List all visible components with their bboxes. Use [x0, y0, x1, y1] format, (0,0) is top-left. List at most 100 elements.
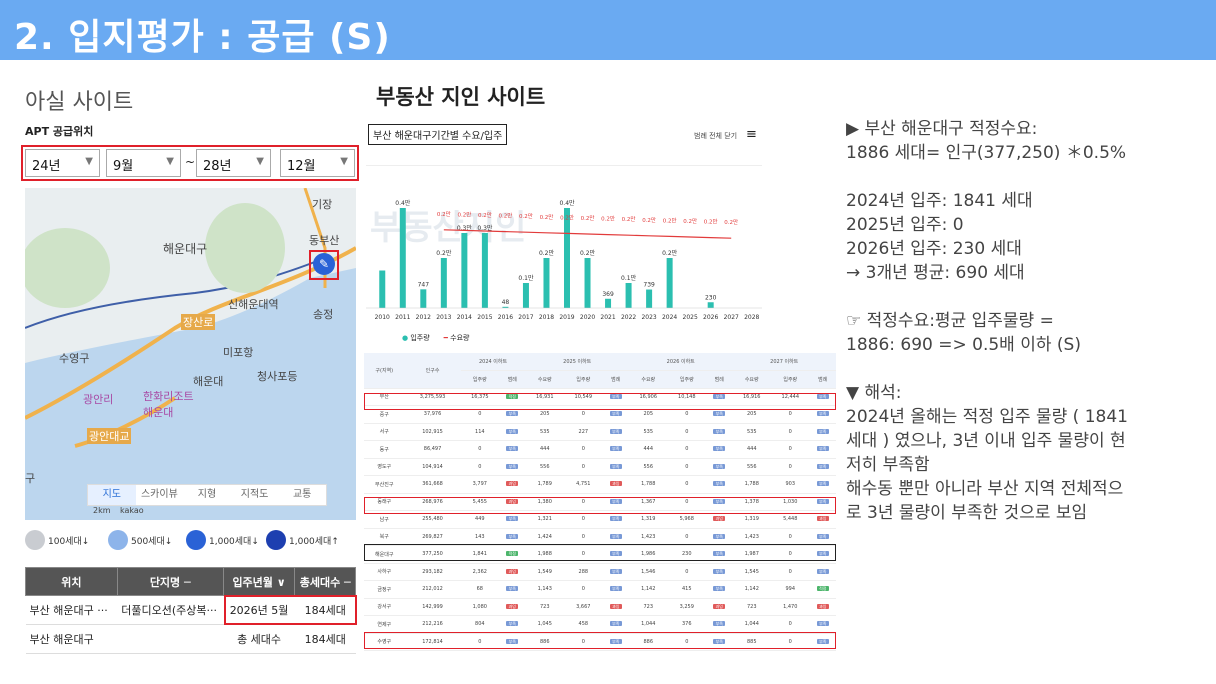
bar [399, 208, 406, 308]
cell [117, 624, 224, 654]
status-badge: 부족 [602, 440, 629, 459]
tab-skyview[interactable]: 스카이뷰 [140, 489, 178, 500]
cell: 부산 [364, 388, 405, 406]
from-month-select[interactable]: 9월 ▼ [106, 149, 181, 177]
bar-label: 747 [418, 281, 430, 288]
chart-title: 부산 해운대구기간별 수요/입주 [368, 124, 508, 145]
dongnae-highlight-box [364, 497, 836, 514]
tab-traffic[interactable]: 교통 [292, 489, 312, 500]
cell: 0 [564, 580, 603, 599]
cell: 0 [771, 615, 810, 634]
cell: 230 [667, 545, 707, 564]
cell: 1,470 [771, 598, 810, 616]
cell: 415 [667, 580, 707, 599]
from-year-select[interactable]: 24년 ▼ [25, 149, 100, 177]
status-badge: 과잉 [706, 510, 733, 529]
cell: 0 [667, 528, 707, 546]
cell: 16,906 [628, 388, 668, 406]
cell: 212,012 [404, 580, 461, 599]
cell: 10,148 [667, 388, 707, 406]
cell: 1,841 [460, 545, 500, 564]
cell: 903 [771, 475, 810, 494]
cell: 444 [732, 440, 771, 459]
map-view[interactable]: 해운대구 신해운대역 장산로 송정 미포항 수영구 해운대 청사포등 한화리조트… [25, 188, 356, 520]
col-location[interactable]: 위치 [25, 567, 118, 596]
cell: 535 [732, 423, 771, 441]
cell: 886 [525, 633, 565, 651]
legend-toggle-link[interactable]: 범례 전체 닫기 [694, 132, 738, 140]
bar [584, 258, 591, 308]
col-units[interactable]: 총세대수 ─ [294, 567, 356, 596]
line-label: 0.2만 [581, 214, 595, 222]
cell: 1,545 [732, 563, 771, 581]
cell: 255,480 [404, 510, 461, 529]
status-badge: 부족 [499, 423, 526, 441]
x-tick: 2027 [724, 314, 739, 321]
cell: 3,667 [564, 598, 603, 616]
tab-map[interactable]: 지도 [88, 485, 136, 505]
status-badge: 부족 [499, 440, 526, 459]
cell: 143 [460, 528, 500, 546]
cell: 0 [564, 440, 603, 459]
cell: 227 [564, 423, 603, 441]
cell: 2026년 5월 [223, 595, 295, 625]
cell: 더풀디오션(주상복··· [117, 595, 224, 625]
header-cell: 2024 이하트 [460, 353, 526, 371]
status-badge: 부족 [602, 633, 629, 651]
status-badge: 부족 [499, 633, 526, 651]
status-badge: 부족 [809, 475, 836, 494]
table-row: 금정구 212,012 68 부족 1,143 0 부족 1,142 415 부족 1,142 994… [364, 580, 836, 599]
cell: 1,549 [525, 563, 565, 581]
cell: 금정구 [364, 580, 405, 599]
cell: 1,142 [628, 580, 668, 599]
bar-label: 0.2만 [662, 249, 678, 257]
cell: 0 [771, 423, 810, 441]
cell: 1,319 [628, 510, 668, 529]
legend-1000-below: 1,000세대↓ [186, 530, 259, 550]
cell: 0 [771, 458, 810, 476]
bar-label: 739 [643, 282, 655, 289]
cell: 212,216 [404, 615, 461, 634]
cell: 부산 해운대구 ··· [25, 595, 118, 625]
cell: 68 [460, 580, 500, 599]
bar-label: 0.4만 [395, 199, 411, 207]
table-row[interactable]: 부산 해운대구 ··· 더풀디오션(주상복··· 2026년 5월 184세대 [25, 595, 356, 625]
cell: 804 [460, 615, 500, 634]
line-label: 0.2만 [642, 216, 656, 224]
status-badge: 적정 [809, 580, 836, 599]
row-highlight-box [224, 595, 357, 625]
location-pin-icon[interactable]: ✎ [313, 253, 335, 275]
table-row: 강서구 142,999 1,080 과잉 723 3,667 과잉 723 3,259 과잉 723… [364, 598, 836, 616]
to-year-select[interactable]: 28년 ▼ [196, 149, 271, 177]
cell: 1,142 [732, 580, 771, 599]
status-badge: 부족 [809, 440, 836, 459]
dot-icon: ● [402, 334, 409, 342]
status-badge: 부족 [706, 633, 733, 651]
cell: 535 [525, 423, 565, 441]
map-label: 기장 [312, 198, 333, 211]
header-cell: 범례 [809, 370, 836, 389]
cell: 북구 [364, 528, 405, 546]
bar [502, 306, 509, 308]
line-icon: ━ [443, 334, 448, 342]
tab-cadastral[interactable]: 지적도 [240, 489, 269, 500]
bar-label: 369 [602, 291, 614, 298]
cell: 0 [667, 563, 707, 581]
status-badge: 부족 [809, 458, 836, 476]
tab-terrain[interactable]: 지형 [197, 489, 217, 500]
menu-icon[interactable]: ≡ [746, 127, 757, 142]
header-cell: 입주량 [564, 370, 603, 389]
status-badge: 과잉 [706, 598, 733, 616]
map-label: 장산로 [181, 314, 216, 330]
line-label: 0.2만 [437, 210, 451, 218]
cell: 104,914 [404, 458, 461, 476]
cell: 102,915 [404, 423, 461, 441]
x-tick: 2022 [621, 314, 636, 321]
to-month-select[interactable]: 12월 ▼ [280, 149, 355, 177]
col-complex[interactable]: 단지명 ─ [116, 567, 224, 596]
pin-darkblue-icon [266, 530, 286, 550]
bar-label: 0.2만 [580, 249, 596, 257]
col-move-in[interactable]: 입주년월 ∨ [222, 567, 296, 596]
cell: 1,987 [732, 545, 771, 564]
line-label: 0.2만 [601, 215, 615, 223]
